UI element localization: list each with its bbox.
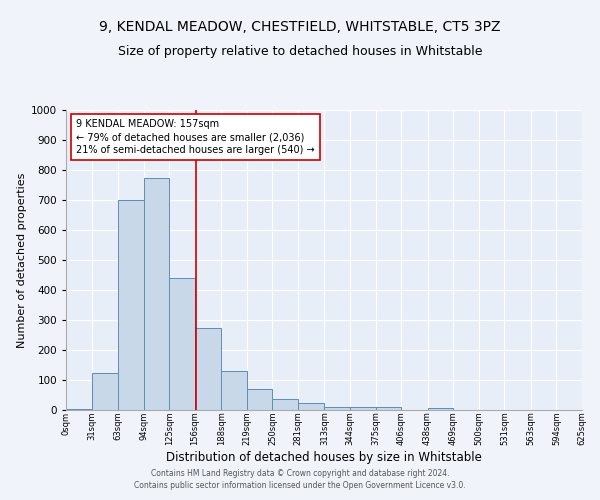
Bar: [272, 398, 298, 410]
Bar: [428, 408, 453, 410]
X-axis label: Distribution of detached houses by size in Whitstable: Distribution of detached houses by size …: [166, 451, 482, 464]
Bar: [169, 278, 195, 410]
Bar: [66, 408, 92, 410]
Text: Contains HM Land Registry data © Crown copyright and database right 2024.: Contains HM Land Registry data © Crown c…: [151, 468, 449, 477]
Bar: [118, 200, 143, 410]
Bar: [143, 178, 169, 410]
Bar: [350, 407, 376, 410]
Bar: [247, 389, 272, 410]
Bar: [92, 372, 118, 410]
Text: Contains public sector information licensed under the Open Government Licence v3: Contains public sector information licen…: [134, 481, 466, 490]
Text: 9, KENDAL MEADOW, CHESTFIELD, WHITSTABLE, CT5 3PZ: 9, KENDAL MEADOW, CHESTFIELD, WHITSTABLE…: [99, 20, 501, 34]
Y-axis label: Number of detached properties: Number of detached properties: [17, 172, 26, 348]
Bar: [376, 407, 401, 410]
Bar: [298, 404, 325, 410]
Text: Size of property relative to detached houses in Whitstable: Size of property relative to detached ho…: [118, 45, 482, 58]
Bar: [221, 371, 247, 410]
Text: 9 KENDAL MEADOW: 157sqm
← 79% of detached houses are smaller (2,036)
21% of semi: 9 KENDAL MEADOW: 157sqm ← 79% of detache…: [76, 119, 315, 156]
Bar: [325, 407, 350, 410]
Bar: [195, 328, 221, 410]
